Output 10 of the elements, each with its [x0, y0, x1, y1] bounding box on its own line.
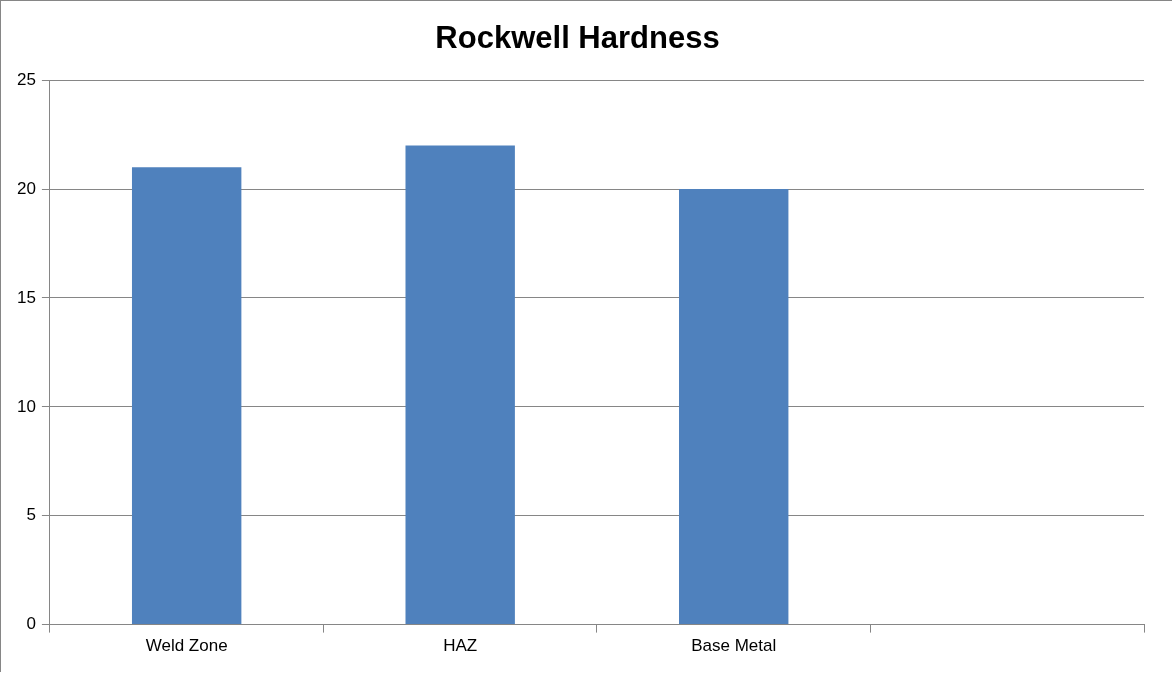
y-tick-label: 10 — [16, 396, 36, 416]
y-tick-label: 25 — [16, 69, 36, 89]
y-tick-label: 15 — [16, 287, 36, 307]
x-tick-label: HAZ — [443, 636, 478, 656]
y-tick-label: 20 — [16, 178, 36, 198]
y-tick-label: 0 — [26, 614, 36, 634]
y-tick-label: 5 — [26, 505, 36, 525]
x-tick-label: Weld Zone — [145, 636, 228, 656]
x-tick-label: Base Metal — [691, 636, 777, 656]
chart-title: Rockwell Hardness — [435, 20, 720, 56]
